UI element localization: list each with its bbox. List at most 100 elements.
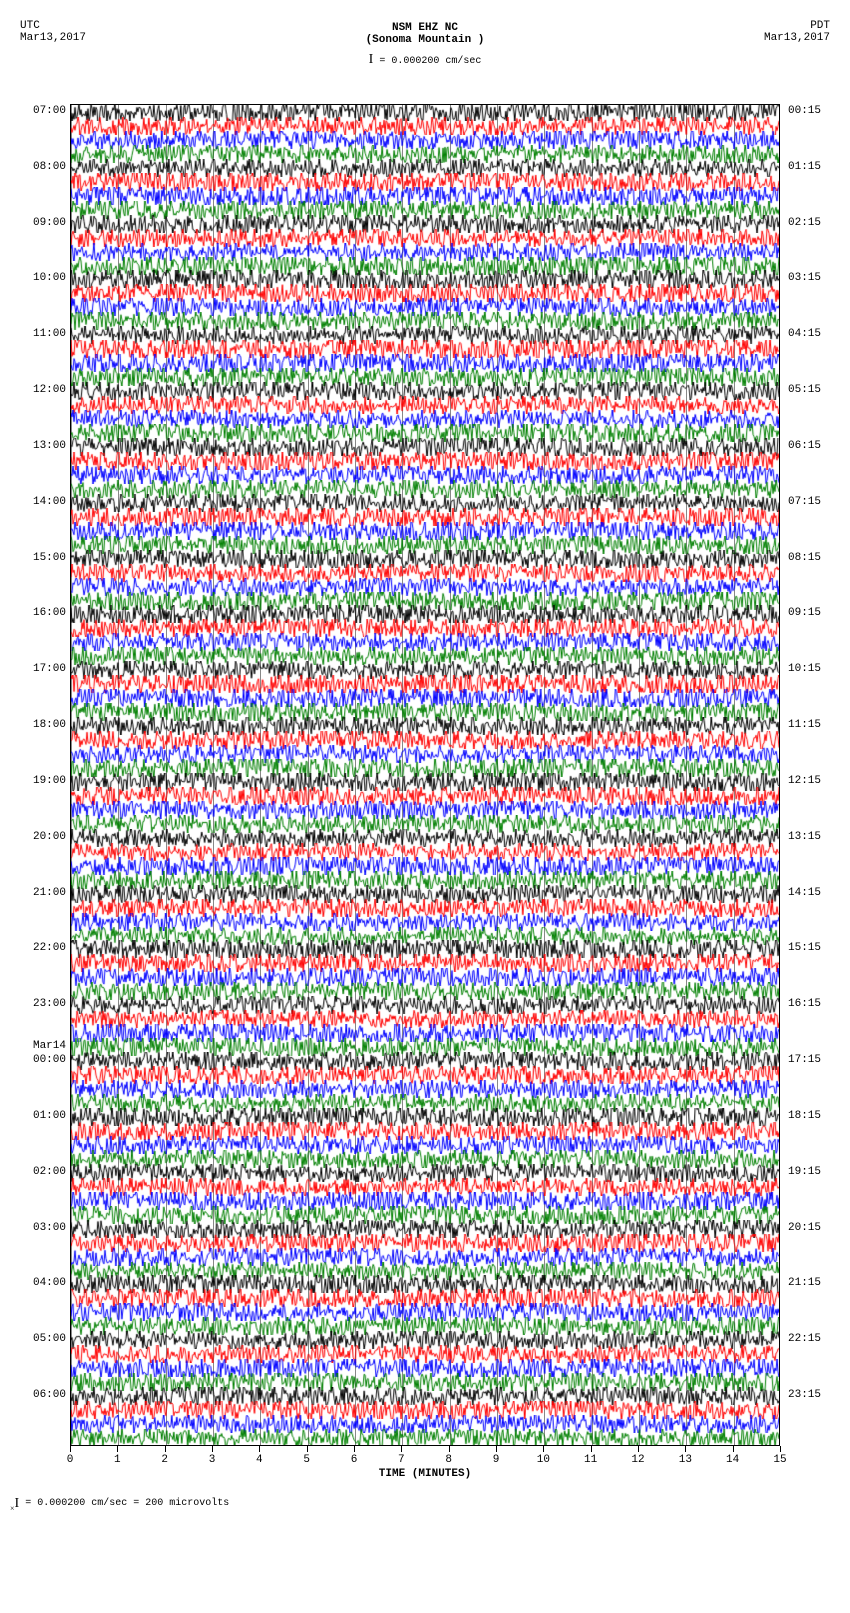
pdt-hour-label: 23:15	[784, 1389, 821, 1401]
pdt-hour-label: 20:15	[784, 1222, 821, 1234]
utc-hour-label: 21:00	[20, 887, 70, 899]
pdt-hour-label: 02:15	[784, 217, 821, 229]
utc-hour-label: 00:00	[20, 1054, 70, 1066]
x-tick	[685, 1446, 686, 1452]
x-tick-label: 7	[398, 1454, 405, 1466]
pdt-hour-label: 17:15	[784, 1054, 821, 1066]
x-tick-label: 6	[351, 1454, 358, 1466]
scale-bar-icon: ×I	[10, 1496, 19, 1511]
right-timezone: PDT	[764, 20, 830, 32]
pdt-hour-label: 21:15	[784, 1277, 821, 1289]
scale-text: = 0.000200 cm/sec	[379, 56, 481, 67]
x-tick-label: 14	[726, 1454, 739, 1466]
x-tick-label: 5	[303, 1454, 310, 1466]
x-tick	[401, 1446, 402, 1452]
pdt-hour-label: 14:15	[784, 887, 821, 899]
x-tick-label: 1	[114, 1454, 121, 1466]
left-timezone: UTC	[20, 20, 86, 32]
x-tick-label: 10	[537, 1454, 550, 1466]
x-tick-label: 13	[679, 1454, 692, 1466]
utc-hour-label: 15:00	[20, 552, 70, 564]
x-tick	[780, 1446, 781, 1452]
x-axis-title: TIME (MINUTES)	[70, 1446, 780, 1480]
utc-hour-label: 20:00	[20, 831, 70, 843]
pdt-hour-label: 05:15	[784, 384, 821, 396]
utc-hour-label: 08:00	[20, 161, 70, 173]
utc-hour-label: 10:00	[20, 272, 70, 284]
x-tick-label: 15	[773, 1454, 786, 1466]
utc-hour-label: 11:00	[20, 328, 70, 340]
pdt-hour-label: 18:15	[784, 1110, 821, 1122]
utc-hour-label: 16:00	[20, 607, 70, 619]
x-tick	[591, 1446, 592, 1452]
x-tick-label: 8	[445, 1454, 452, 1466]
pdt-hour-label: 03:15	[784, 272, 821, 284]
utc-hour-label: 05:00	[20, 1333, 70, 1345]
header-left: UTC Mar13,2017	[20, 20, 86, 44]
utc-hour-label: 07:00	[20, 105, 70, 117]
utc-hour-label: 13:00	[20, 440, 70, 452]
x-tick	[496, 1446, 497, 1452]
pdt-hour-label: 11:15	[784, 719, 821, 731]
x-tick	[449, 1446, 450, 1452]
pdt-hour-label: 01:15	[784, 161, 821, 173]
left-date: Mar13,2017	[20, 32, 86, 44]
pdt-hour-label: 13:15	[784, 831, 821, 843]
utc-hour-label: 22:00	[20, 942, 70, 954]
plot-frame	[70, 104, 780, 1446]
pdt-hour-label: 12:15	[784, 775, 821, 787]
seismic-trace	[71, 1429, 779, 1446]
x-tick-label: 0	[67, 1454, 74, 1466]
utc-hour-label: 06:00	[20, 1389, 70, 1401]
scale-indicator: I = 0.000200 cm/sec	[0, 52, 850, 68]
x-tick	[212, 1446, 213, 1452]
footer-scale: ×I = 0.000200 cm/sec = 200 microvolts	[0, 1486, 850, 1513]
utc-hour-label: 12:00	[20, 384, 70, 396]
x-tick-label: 12	[631, 1454, 644, 1466]
plot-area: TIME (MINUTES) 0123456789101112131415 07…	[20, 104, 830, 1486]
utc-hour-label: 14:00	[20, 496, 70, 508]
seismogram-page: UTC Mar13,2017 PDT Mar13,2017 NSM EHZ NC…	[0, 0, 850, 1523]
utc-hour-label: 09:00	[20, 217, 70, 229]
x-tick-label: 3	[209, 1454, 216, 1466]
x-tick	[307, 1446, 308, 1452]
right-date: Mar13,2017	[764, 32, 830, 44]
pdt-hour-label: 16:15	[784, 998, 821, 1010]
pdt-hour-label: 22:15	[784, 1333, 821, 1345]
pdt-hour-label: 00:15	[784, 105, 821, 117]
pdt-hour-label: 04:15	[784, 328, 821, 340]
x-tick	[354, 1446, 355, 1452]
utc-hour-label: 23:00	[20, 998, 70, 1010]
date-break-label: Mar14	[20, 1040, 66, 1052]
header-row: UTC Mar13,2017 PDT Mar13,2017	[0, 20, 850, 44]
pdt-hour-label: 06:15	[784, 440, 821, 452]
pdt-hour-label: 10:15	[784, 663, 821, 675]
utc-hour-label: 19:00	[20, 775, 70, 787]
pdt-hour-label: 07:15	[784, 496, 821, 508]
pdt-hour-label: 15:15	[784, 942, 821, 954]
utc-hour-label: 03:00	[20, 1222, 70, 1234]
x-tick	[733, 1446, 734, 1452]
utc-hour-label: 02:00	[20, 1166, 70, 1178]
x-tick	[117, 1446, 118, 1452]
utc-hour-label: 01:00	[20, 1110, 70, 1122]
scale-bar-icon: I	[369, 52, 374, 67]
footer-scale-text: = 0.000200 cm/sec = 200 microvolts	[25, 1498, 229, 1509]
x-axis: TIME (MINUTES) 0123456789101112131415	[70, 1446, 780, 1486]
x-tick	[165, 1446, 166, 1452]
pdt-hour-label: 09:15	[784, 607, 821, 619]
x-tick-label: 9	[493, 1454, 500, 1466]
pdt-hour-label: 19:15	[784, 1166, 821, 1178]
x-tick-label: 11	[584, 1454, 597, 1466]
x-tick-label: 4	[256, 1454, 263, 1466]
utc-hour-label: 04:00	[20, 1277, 70, 1289]
x-tick	[543, 1446, 544, 1452]
utc-hour-label: 17:00	[20, 663, 70, 675]
x-tick	[638, 1446, 639, 1452]
pdt-hour-label: 08:15	[784, 552, 821, 564]
seismic-trace-canvas	[71, 1429, 779, 1446]
x-tick	[259, 1446, 260, 1452]
header-right: PDT Mar13,2017	[764, 20, 830, 44]
utc-hour-label: 18:00	[20, 719, 70, 731]
x-tick-label: 2	[161, 1454, 168, 1466]
